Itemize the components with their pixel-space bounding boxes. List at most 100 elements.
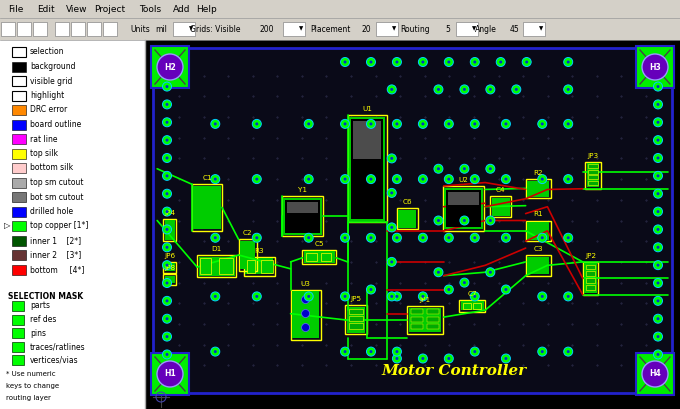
Circle shape xyxy=(656,317,660,320)
Circle shape xyxy=(653,297,662,306)
Circle shape xyxy=(211,347,220,356)
Bar xyxy=(244,257,275,276)
Circle shape xyxy=(489,271,492,274)
Bar xyxy=(523,22,545,36)
Bar xyxy=(290,290,321,339)
Circle shape xyxy=(653,82,662,91)
Bar xyxy=(527,222,549,240)
Circle shape xyxy=(367,119,375,128)
Circle shape xyxy=(211,292,220,301)
Text: 5: 5 xyxy=(445,25,450,34)
Circle shape xyxy=(656,85,660,88)
Text: JP3: JP3 xyxy=(588,153,598,159)
Bar xyxy=(456,22,478,36)
Bar xyxy=(283,22,305,36)
Circle shape xyxy=(564,119,573,128)
Circle shape xyxy=(252,175,261,184)
Bar xyxy=(192,184,222,231)
Bar xyxy=(349,316,363,321)
Bar xyxy=(12,236,26,245)
Circle shape xyxy=(447,288,450,291)
Circle shape xyxy=(444,175,454,184)
Circle shape xyxy=(656,67,660,70)
Circle shape xyxy=(653,261,662,270)
Circle shape xyxy=(656,281,660,285)
Circle shape xyxy=(538,233,547,242)
Bar xyxy=(17,22,31,36)
Circle shape xyxy=(653,207,662,216)
Circle shape xyxy=(505,236,507,239)
Circle shape xyxy=(369,61,373,63)
Circle shape xyxy=(304,119,313,128)
Text: 200: 200 xyxy=(260,25,275,34)
Text: 45: 45 xyxy=(510,25,520,34)
Text: SELECTION MASK: SELECTION MASK xyxy=(8,292,83,301)
Bar xyxy=(165,263,175,272)
Bar xyxy=(33,22,47,36)
Circle shape xyxy=(418,58,427,67)
Circle shape xyxy=(489,88,492,91)
Bar xyxy=(584,263,597,293)
Circle shape xyxy=(473,350,476,353)
Bar xyxy=(165,220,175,240)
Bar xyxy=(446,189,481,227)
Circle shape xyxy=(163,100,171,109)
Text: C5: C5 xyxy=(315,241,324,247)
Circle shape xyxy=(460,278,469,287)
Circle shape xyxy=(642,54,668,80)
Circle shape xyxy=(367,175,375,184)
Circle shape xyxy=(214,236,217,239)
Circle shape xyxy=(163,64,171,73)
Circle shape xyxy=(392,233,401,242)
Bar xyxy=(583,262,598,294)
Circle shape xyxy=(538,347,547,356)
Circle shape xyxy=(564,58,573,67)
Text: R1: R1 xyxy=(533,211,543,218)
Text: ref des: ref des xyxy=(30,315,56,324)
Circle shape xyxy=(165,157,169,160)
Bar xyxy=(247,260,255,273)
Bar xyxy=(12,207,26,216)
Text: bottom silk: bottom silk xyxy=(30,164,73,173)
Text: Units: Units xyxy=(130,25,150,34)
Circle shape xyxy=(566,350,570,353)
Circle shape xyxy=(463,88,466,91)
Bar xyxy=(351,119,383,219)
Bar xyxy=(526,220,551,241)
Text: pins: pins xyxy=(30,328,46,337)
Circle shape xyxy=(343,236,347,239)
Bar xyxy=(461,301,483,310)
Circle shape xyxy=(463,219,466,222)
Circle shape xyxy=(653,189,662,198)
Circle shape xyxy=(653,350,662,359)
Circle shape xyxy=(343,350,347,353)
Circle shape xyxy=(165,264,169,267)
Circle shape xyxy=(343,122,347,126)
Circle shape xyxy=(434,268,443,277)
Circle shape xyxy=(473,61,476,63)
Circle shape xyxy=(564,175,573,184)
Circle shape xyxy=(505,288,507,291)
Circle shape xyxy=(460,85,469,94)
Circle shape xyxy=(343,61,347,63)
Circle shape xyxy=(341,233,350,242)
Circle shape xyxy=(302,296,309,303)
Circle shape xyxy=(307,122,310,126)
Text: * Use numeric: * Use numeric xyxy=(6,371,56,377)
Circle shape xyxy=(434,85,443,94)
Circle shape xyxy=(422,295,424,298)
Text: inner 2    [3*]: inner 2 [3*] xyxy=(30,250,81,259)
Bar xyxy=(261,260,273,273)
Circle shape xyxy=(422,61,424,63)
Circle shape xyxy=(165,228,169,231)
Bar xyxy=(587,163,599,187)
Circle shape xyxy=(505,357,507,360)
Bar xyxy=(463,303,471,309)
Text: inner 1    [2*]: inner 1 [2*] xyxy=(30,236,81,245)
Bar xyxy=(287,202,318,213)
Circle shape xyxy=(538,175,547,184)
Circle shape xyxy=(434,216,443,225)
Circle shape xyxy=(390,295,393,298)
Bar xyxy=(459,300,485,312)
Circle shape xyxy=(656,335,660,338)
